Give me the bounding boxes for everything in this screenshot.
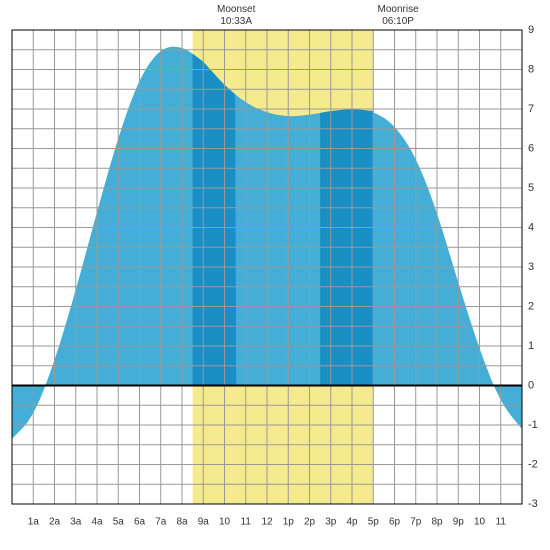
x-tick-label: 6a [134, 516, 146, 527]
x-tick-label: 3p [325, 516, 337, 527]
y-tick-label: 9 [528, 24, 534, 36]
x-tick-label: 8a [176, 516, 188, 527]
x-tick-label: 1p [283, 516, 295, 527]
dark-band-0 [193, 54, 237, 386]
top-label-time-0: 10:33A [220, 16, 252, 27]
top-label-time-1: 06:10P [382, 16, 414, 27]
x-tick-label: 11 [241, 516, 252, 527]
x-tick-label: 7p [410, 516, 422, 527]
x-tick-label: 2a [49, 516, 61, 527]
x-tick-label: 4a [91, 516, 103, 527]
x-tick-label: 8p [431, 516, 443, 527]
x-tick-label: 1a [28, 516, 40, 527]
x-tick-label: 5a [113, 516, 125, 527]
y-tick-label: 0 [528, 379, 534, 391]
y-tick-label: 5 [528, 182, 534, 194]
y-tick-label: 1 [528, 340, 534, 352]
tide-chart: -3-2-101234567891a2a3a4a5a6a7a8a9a101112… [0, 0, 550, 550]
top-label-title-1: Moonrise [378, 4, 420, 15]
x-tick-label: 9a [198, 516, 210, 527]
y-tick-label: 2 [528, 300, 534, 312]
x-tick-label: 6p [389, 516, 401, 527]
y-tick-label: 4 [528, 221, 534, 233]
y-tick-label: 7 [528, 103, 534, 115]
x-tick-label: 9p [453, 516, 465, 527]
x-tick-label: 11 [496, 516, 507, 527]
y-tick-label: 6 [528, 142, 534, 154]
x-tick-label: 7a [155, 516, 167, 527]
y-tick-label: -1 [528, 419, 538, 431]
top-label-title-0: Moonset [217, 4, 256, 15]
x-tick-label: 10 [219, 516, 231, 527]
y-tick-label: -3 [528, 498, 538, 510]
x-tick-label: 2p [304, 516, 316, 527]
x-tick-label: 12 [261, 516, 273, 527]
y-tick-label: -2 [528, 458, 538, 470]
chart-svg: -3-2-101234567891a2a3a4a5a6a7a8a9a101112… [0, 0, 550, 550]
x-tick-label: 3a [70, 516, 82, 527]
y-tick-label: 3 [528, 261, 534, 273]
x-tick-label: 5p [368, 516, 380, 527]
y-tick-label: 8 [528, 63, 534, 75]
x-tick-label: 10 [474, 516, 486, 527]
x-tick-label: 4p [346, 516, 358, 527]
